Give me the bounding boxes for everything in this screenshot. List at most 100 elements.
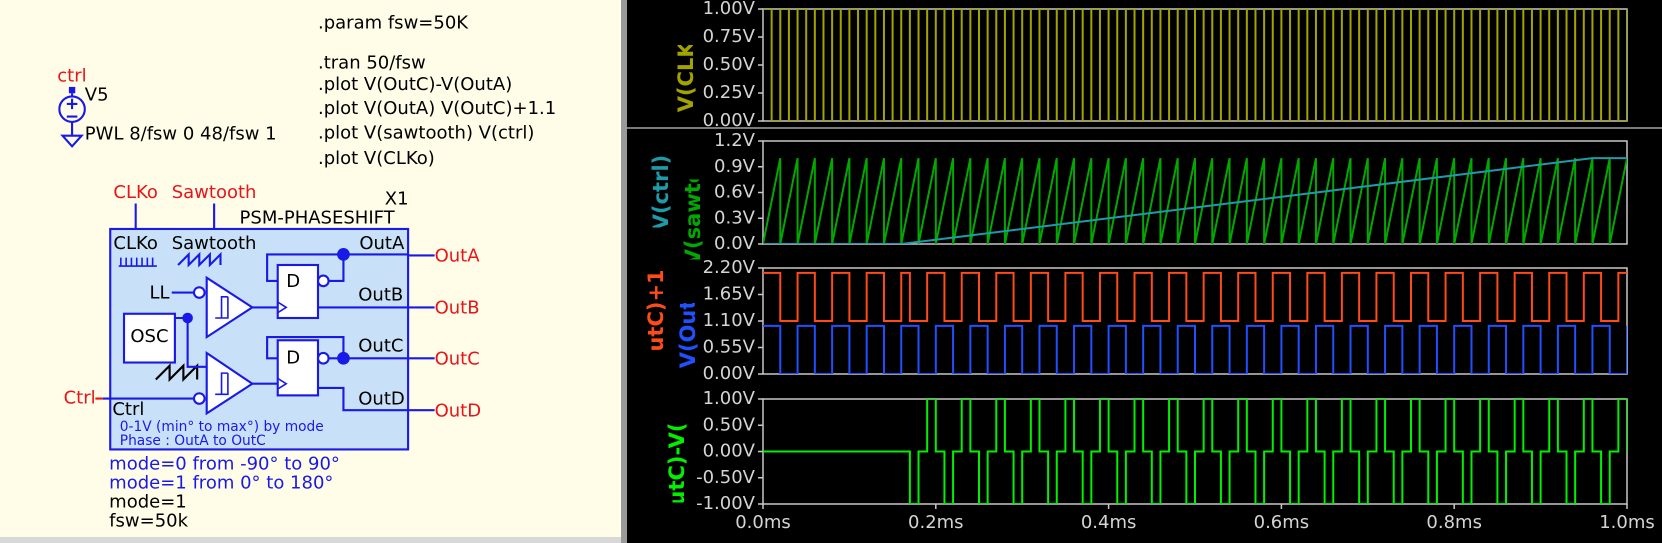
y-tick-label: -0.50V xyxy=(696,467,756,488)
waveform xyxy=(763,271,1627,322)
source-value: PWL 8/fsw 0 48/fsw 1 xyxy=(85,124,277,145)
component-ref: X1 xyxy=(385,188,409,209)
x-tick-label: 0.0ms xyxy=(735,512,791,533)
net-label: Ctrl xyxy=(64,388,96,409)
trace-label: V(OutC)+1.1 xyxy=(644,247,668,396)
y-tick-label: 1.00V xyxy=(703,0,756,19)
schematic: .param fsw=50K .tran 50/fsw .plot V(OutC… xyxy=(57,12,556,531)
y-tick-label: -1.00V xyxy=(696,493,756,514)
net-label: OutB xyxy=(435,297,480,318)
pane-divider xyxy=(627,127,1662,129)
waveform xyxy=(763,324,1627,374)
waveform-viewer: 0.00V 0.25V 0.50V 0.75V 1.00V V(CLKo) 0.0V 0.3V… xyxy=(627,0,1662,543)
y-tick-label: 0.6V xyxy=(714,182,756,203)
net-flag xyxy=(68,86,76,94)
y-tick-label: 0.3V xyxy=(714,207,756,228)
comparator xyxy=(205,350,255,416)
directive: .param fsw=50K xyxy=(318,12,469,33)
y-tick-label: 1.10V xyxy=(703,310,756,331)
comparator xyxy=(205,275,255,340)
pin-label: Sawtooth xyxy=(172,233,257,254)
x-tick-label: 0.2ms xyxy=(908,512,964,533)
trace-label: V(OutC)-V(OutA) xyxy=(665,354,689,543)
net-label: CLKo xyxy=(113,182,158,203)
inverter-bubble xyxy=(192,286,206,299)
waveform xyxy=(763,157,1627,244)
trace-label: V(OutA) xyxy=(676,274,700,369)
trace-label: V(ctrl) xyxy=(649,155,673,231)
oscillator xyxy=(122,312,176,364)
directive: .plot V(sawtooth) V(ctrl) xyxy=(318,123,534,144)
junction xyxy=(182,312,193,324)
y-tick-label: 1.65V xyxy=(703,284,756,305)
pin-label: OutC xyxy=(358,336,403,357)
x-tick-label: 1.0ms xyxy=(1599,512,1655,533)
parameter: mode=1 xyxy=(109,491,187,512)
waveform xyxy=(763,9,1627,121)
y-tick-label: 0.00V xyxy=(703,441,756,462)
directive: .plot V(OutA) V(OutC)+1.1 xyxy=(318,98,556,119)
y-tick-label: 0.00V xyxy=(703,363,756,384)
oscillator-label: OSC xyxy=(130,326,168,347)
parameter: fsw=50k xyxy=(109,511,188,532)
y-tick-label: 0.50V xyxy=(703,54,756,75)
component-note: Phase : OutA to OutC xyxy=(120,433,266,449)
directive: .plot V(CLKo) xyxy=(318,148,435,169)
schematic-bottom-border xyxy=(0,537,621,543)
pin-label: Ctrl xyxy=(112,399,144,420)
component-note: 0-1V (min° to max°) by mode xyxy=(120,419,324,435)
y-tick-label: 0.50V xyxy=(703,414,756,435)
net-label: OutC xyxy=(435,348,480,369)
x-tick-label: 0.8ms xyxy=(1426,512,1482,533)
pin-label: LL xyxy=(149,283,169,304)
clock-input xyxy=(277,301,288,314)
inverter-bubble xyxy=(192,392,206,405)
junction xyxy=(337,248,350,261)
junction xyxy=(337,351,350,365)
y-tick-label: 0.9V xyxy=(714,156,756,177)
net-label: OutD xyxy=(435,400,482,421)
y-tick-label: 0.0V xyxy=(714,233,756,254)
flip-flop xyxy=(276,339,320,397)
y-tick-label: 1.00V xyxy=(703,388,756,409)
directive: .tran 50/fsw xyxy=(318,53,426,74)
source-name: V5 xyxy=(85,84,109,105)
source-polarity xyxy=(66,98,78,118)
trace-label: V(sawtooth) xyxy=(681,120,705,265)
y-tick-label: 1.2V xyxy=(714,130,756,151)
hysteresis-icon xyxy=(215,372,229,396)
y-tick-label: 0.25V xyxy=(703,82,756,103)
sawtooth-icon xyxy=(177,251,222,268)
y-tick-label: 0.75V xyxy=(703,26,756,47)
net-label: OutA xyxy=(435,246,481,267)
pin-label: OutD xyxy=(358,389,405,410)
trace-label: V(CLKo) xyxy=(674,18,698,113)
parameter: mode=1 from 0° to 180° xyxy=(109,472,333,493)
ground xyxy=(60,134,85,148)
y-tick-label: 0.00V xyxy=(703,110,756,131)
clock-input xyxy=(277,377,288,390)
waveform xyxy=(763,399,1627,504)
net-label: Sawtooth xyxy=(172,182,257,203)
pane-separator xyxy=(621,0,627,543)
flip-flop-label: D xyxy=(286,347,300,368)
pin-label: CLKo xyxy=(113,233,158,254)
parameter: mode=0 from -90° to 90° xyxy=(109,453,340,474)
pin-label: OutA xyxy=(359,233,405,254)
clock-icon xyxy=(118,257,157,267)
inverter-bubble xyxy=(316,274,330,288)
x-tick-label: 0.6ms xyxy=(1254,512,1310,533)
flip-flop-label: D xyxy=(286,271,300,292)
hysteresis-icon xyxy=(215,296,229,319)
component-name: PSM-PHASESHIFT xyxy=(240,207,396,228)
y-tick-label: 2.20V xyxy=(703,257,756,278)
directive: .plot V(OutC)-V(OutA) xyxy=(318,74,512,95)
y-tick-label: 0.55V xyxy=(703,337,756,358)
waveform xyxy=(763,157,1627,244)
x-tick-label: 0.4ms xyxy=(1081,512,1137,533)
pin-label: OutB xyxy=(358,285,403,306)
inverter-bubble xyxy=(316,351,330,365)
net-label: ctrl xyxy=(57,65,86,86)
